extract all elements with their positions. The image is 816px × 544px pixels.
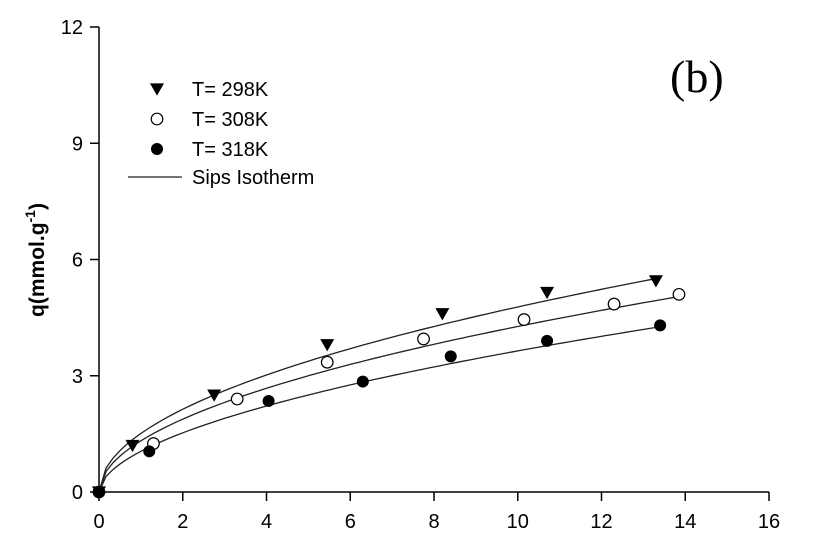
series-2-point [230, 392, 244, 406]
x-tick-label: 16 [758, 511, 780, 533]
legend: T= 298K T= 308K T= 318K Sips Isotherm [128, 79, 314, 189]
series-3-point [541, 334, 554, 347]
y-axis-label-close: ) [26, 203, 49, 210]
series-3-point [654, 319, 667, 332]
legend-marker-2 [150, 112, 164, 126]
x-tick-label: 8 [428, 511, 439, 533]
series-3-point [356, 375, 369, 388]
x-tick-label: 10 [507, 511, 529, 533]
x-tick-label: 2 [177, 511, 188, 533]
y-axis-label-main: q(mmol.g [26, 222, 49, 317]
legend-marker-1 [150, 83, 164, 96]
series-2-point [607, 297, 621, 311]
data-points [92, 275, 686, 499]
series-3-point [444, 350, 457, 363]
series-2-point [672, 287, 686, 301]
series-2-point [417, 332, 430, 346]
x-tick-label: 14 [674, 511, 696, 533]
x-tick-label: 0 [93, 511, 104, 533]
legend-label-2: T= 308K [192, 109, 269, 131]
series-3-point [143, 445, 156, 458]
series-3-point [262, 394, 275, 407]
legend-label-1: T= 298K [192, 79, 269, 101]
x-tick-label: 12 [590, 511, 612, 533]
x-tick-label: 4 [261, 511, 272, 533]
legend-label-fit: Sips Isotherm [192, 167, 314, 189]
series-1-point [648, 275, 663, 288]
y-tick-label: 9 [72, 133, 83, 155]
y-axis-label-sup: -1 [22, 210, 38, 223]
series-1-point [207, 389, 222, 402]
series-2-point [320, 355, 334, 369]
legend-marker-3 [151, 143, 163, 155]
series-2-point [517, 313, 531, 326]
y-tick-label: 6 [72, 250, 83, 272]
legend-label-3: T= 318K [192, 139, 269, 161]
y-axis-label: q(mmol.g-1) [22, 203, 49, 317]
sips-fit-curve-3 [98, 326, 661, 493]
sips-fit-curve-2 [98, 295, 680, 493]
series-1-point [540, 286, 555, 300]
x-tick-label: 6 [345, 511, 356, 533]
axes: 0 2 4 6 8 10 12 14 16 0 3 6 9 12 [61, 17, 780, 533]
y-tick-label: 3 [72, 366, 83, 388]
y-tick-label: 0 [72, 482, 83, 504]
series-1-point [320, 339, 335, 352]
fit-curves [98, 277, 680, 493]
series-3-point [93, 486, 105, 498]
series-1-point [435, 308, 450, 321]
series-1-point [125, 439, 140, 453]
y-tick-label: 12 [61, 17, 83, 39]
panel-label: (b) [670, 51, 724, 102]
sips-fit-curve-1 [98, 277, 657, 493]
